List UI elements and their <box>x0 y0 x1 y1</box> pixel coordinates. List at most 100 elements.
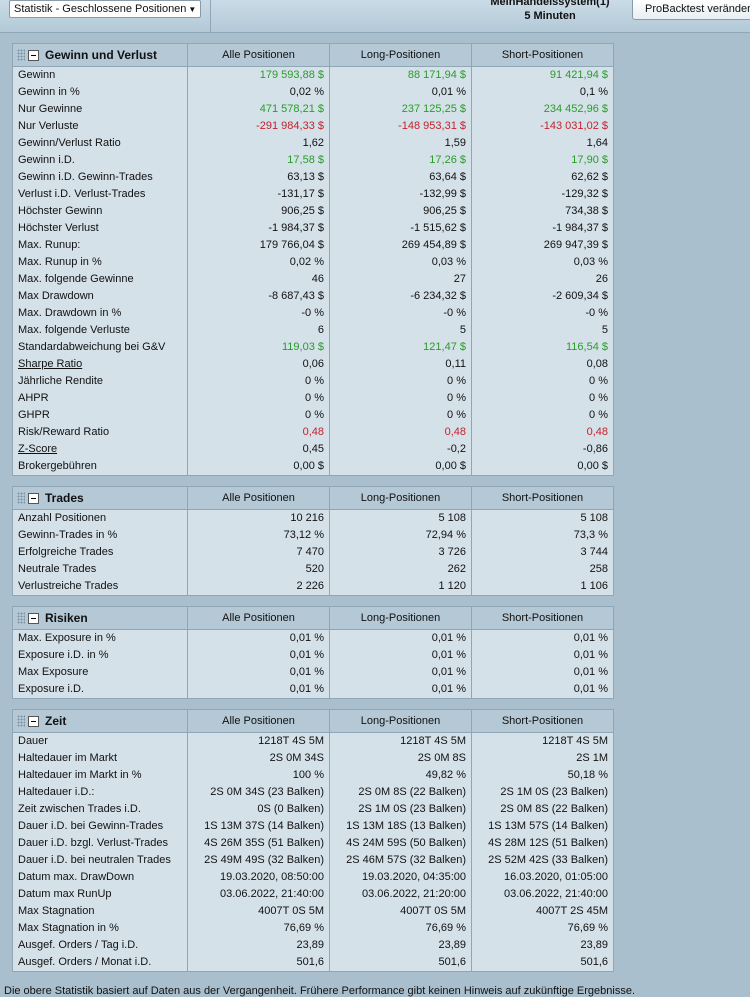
drag-handle-icon[interactable] <box>17 612 25 624</box>
metric-value: -0 % <box>188 305 330 322</box>
metric-value: 0 % <box>188 373 330 390</box>
metric-value: 0 % <box>589 409 608 421</box>
toolbar: Statistik - Geschlossene Positionen ▼ Mei… <box>0 0 750 33</box>
metric-value: 2S 46M 57S (32 Balken) <box>330 852 472 869</box>
section-zeit: Zeit Alle Positionen Long-Positionen Short-… <box>12 709 614 972</box>
metric-value: 0,01 % <box>330 681 472 698</box>
metric-value: -129,32 $ <box>561 188 608 200</box>
modify-probacktest-button[interactable]: ProBacktest veränder <box>632 0 750 20</box>
metric-label: Anzahl Positionen <box>13 510 188 527</box>
metric-value: 0,01 % <box>330 647 472 664</box>
metric-label: Gewinn-Trades in % <box>13 527 188 544</box>
metric-value: -8 687,43 $ <box>188 288 330 305</box>
metric-label: Haltedauer im Markt in % <box>13 767 188 784</box>
table-row: Exposure i.D. in % 0,01 % 0,01 % 0,01 % <box>13 647 613 664</box>
section-header: Gewinn und Verlust Alle Positionen Long-Po… <box>13 44 613 67</box>
metric-value: 0 % <box>188 407 330 424</box>
metric-label: Max. Drawdown in % <box>13 305 188 322</box>
metric-value: 0,01 % <box>188 630 330 647</box>
metric-value: 3 726 <box>330 544 472 561</box>
drag-handle-icon[interactable] <box>17 492 25 504</box>
metric-value: 0,02 % <box>188 254 330 271</box>
collapse-icon[interactable] <box>28 492 39 504</box>
metric-value: -0 % <box>585 307 608 319</box>
chevron-down-icon: ▼ <box>188 5 197 14</box>
metric-value: 5 108 <box>580 512 608 524</box>
metric-value: 76,69 % <box>330 920 472 937</box>
metric-value: 1 106 <box>580 580 608 592</box>
metric-value: 49,82 % <box>330 767 472 784</box>
metric-value: -0 % <box>330 305 472 322</box>
table-row: Max Stagnation in % 76,69 % 76,69 % 76,69 % <box>13 920 613 937</box>
drag-handle-icon[interactable] <box>17 715 25 727</box>
collapse-icon[interactable] <box>28 49 39 61</box>
metric-value: -1 515,62 $ <box>330 220 472 237</box>
table-row: Dauer i.D. bzgl. Verlust-Trades 4S 26M 35… <box>13 835 613 852</box>
metric-link[interactable]: Sharpe Ratio <box>13 356 188 373</box>
table-row: Max Stagnation 4007T 0S 5M 4007T 0S 5M 4007… <box>13 903 613 920</box>
metric-label: Gewinn i.D. <box>13 152 188 169</box>
table-row: Ausgef. Orders / Monat i.D. 501,6 501,6 501… <box>13 954 613 971</box>
metric-label: Max Stagnation in % <box>13 920 188 937</box>
column-header: Alle Positionen <box>188 607 330 629</box>
metric-label: Max. folgende Verluste <box>13 322 188 339</box>
table-row: Verlustreiche Trades 2 226 1 120 1 106 <box>13 578 613 595</box>
metric-value: 0,01 % <box>573 649 608 661</box>
metric-value: 1218T 4S 5M <box>542 735 608 747</box>
metric-value: 03.06.2022, 21:20:00 <box>330 886 472 903</box>
metric-value: 2S 0M 34S <box>188 750 330 767</box>
metric-value: 23,89 <box>330 937 472 954</box>
metric-label: Gewinn in % <box>13 84 188 101</box>
metric-value: 3 744 <box>580 546 608 558</box>
metric-label: Max. Runup: <box>13 237 188 254</box>
timeframe: 5 Minuten <box>524 10 576 22</box>
drag-handle-icon[interactable] <box>17 49 25 61</box>
table-row: Anzahl Positionen 10 216 5 108 5 108 <box>13 510 613 527</box>
table-row: Max. Exposure in % 0,01 % 0,01 % 0,01 % <box>13 630 613 647</box>
section-title-cell: Zeit <box>13 710 188 732</box>
table-row: Max Exposure 0,01 % 0,01 % 0,01 % <box>13 664 613 681</box>
metric-value: 17,90 $ <box>571 154 608 166</box>
metric-link[interactable]: Z-Score <box>13 441 188 458</box>
metric-value: 73,3 % <box>573 529 608 541</box>
metric-value: 0,01 % <box>330 664 472 681</box>
table-row: Datum max RunUp 03.06.2022, 21:40:00 03.06… <box>13 886 613 903</box>
metric-label: Standardabweichung bei G&V <box>13 339 188 356</box>
metric-value: 76,69 % <box>567 922 608 934</box>
metric-label: Erfolgreiche Trades <box>13 544 188 561</box>
metric-label: Dauer i.D. bei Gewinn-Trades <box>13 818 188 835</box>
collapse-icon[interactable] <box>28 612 39 624</box>
metric-value: -291 984,33 $ <box>188 118 330 135</box>
metric-value: 119,03 $ <box>188 339 330 356</box>
metric-value: 10 216 <box>188 510 330 527</box>
view-select[interactable]: Statistik - Geschlossene Positionen ▼ <box>9 0 202 18</box>
metric-label: Jährliche Rendite <box>13 373 188 390</box>
metric-label: Max Exposure <box>13 664 188 681</box>
table-row: Gewinn/Verlust Ratio 1,62 1,59 1,64 <box>13 135 613 152</box>
metric-value: 5 <box>601 324 608 336</box>
metric-label: Haltedauer im Markt <box>13 750 188 767</box>
table-row: Höchster Verlust -1 984,37 $ -1 515,62 $ -1… <box>13 220 613 237</box>
metric-label: Nur Gewinne <box>13 101 188 118</box>
metric-value: 2S 0M 8S (22 Balken) <box>330 784 472 801</box>
metric-value: 0,00 $ <box>330 458 472 475</box>
metric-value: 0,48 <box>586 426 608 438</box>
metric-value: 50,18 % <box>567 769 608 781</box>
collapse-icon[interactable] <box>28 715 39 727</box>
section-header: Zeit Alle Positionen Long-Positionen Short-… <box>13 710 613 733</box>
metric-value: -148 953,31 $ <box>330 118 472 135</box>
metric-label: AHPR <box>13 390 188 407</box>
table-row: Datum max. DrawDown 19.03.2020, 08:50:00 1… <box>13 869 613 886</box>
metric-value: 27 <box>330 271 472 288</box>
metric-value: 6 <box>188 322 330 339</box>
metric-value: 1S 13M 57S (14 Balken) <box>488 820 608 832</box>
table-row: Max. Runup in % 0,02 % 0,03 % 0,03 % <box>13 254 613 271</box>
metric-value: 4S 26M 35S (51 Balken) <box>188 835 330 852</box>
metric-value: 63,13 $ <box>188 169 330 186</box>
metric-value: 4007T 0S 5M <box>188 903 330 920</box>
table-row: Ausgef. Orders / Tag i.D. 23,89 23,89 23,89 <box>13 937 613 954</box>
metric-value: 0,01 % <box>188 681 330 698</box>
metric-value: -132,99 $ <box>330 186 472 203</box>
table-row: Z-Score 0,45 -0,2 -0,86 <box>13 441 613 458</box>
table-row: Dauer i.D. bei Gewinn-Trades 1S 13M 37S (… <box>13 818 613 835</box>
